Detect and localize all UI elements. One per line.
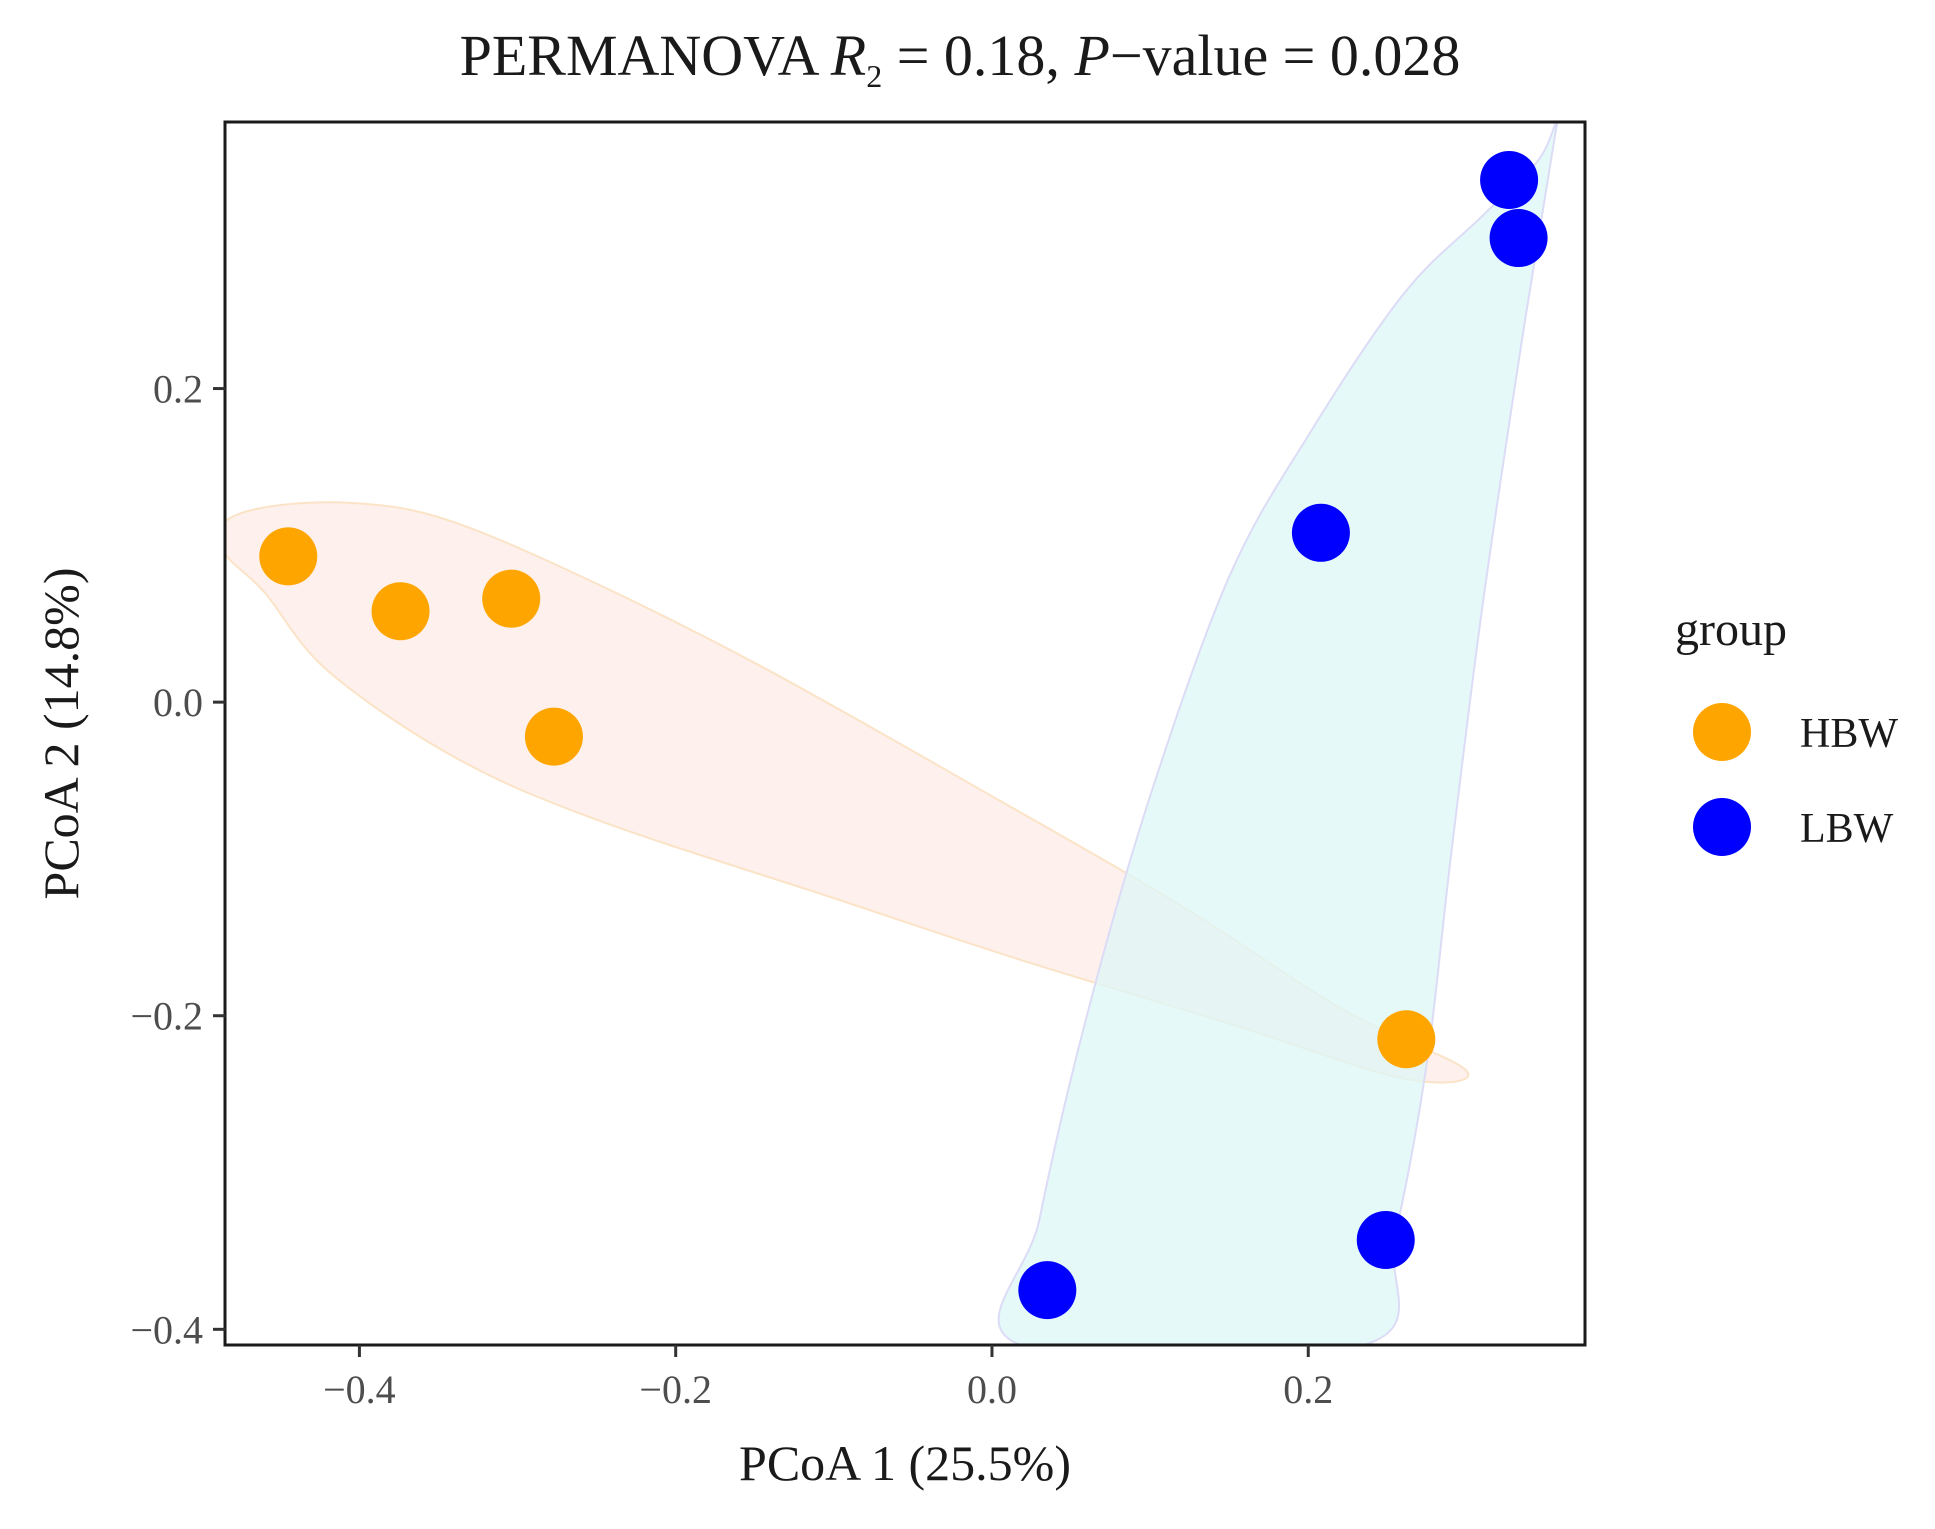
x-tick-label: 0.2 <box>1283 1367 1333 1412</box>
point-lbw-1 <box>1480 151 1539 210</box>
x-axis: −0.4 −0.2 0.0 0.2 <box>323 1345 1333 1412</box>
title-prefix: PERMANOVA <box>460 23 831 88</box>
y-tick-label: 0.2 <box>153 367 203 412</box>
x-tick-label: −0.4 <box>323 1367 396 1412</box>
point-lbw-2 <box>1489 209 1548 268</box>
title-r-subscript: 2 <box>866 58 882 94</box>
y-axis-title: PCoA 2 (14.8%) <box>33 568 89 900</box>
legend-title: group <box>1675 603 1787 656</box>
x-axis-title: PCoA 1 (25.5%) <box>739 1435 1071 1491</box>
title-r-value: = 0.18, <box>882 23 1074 88</box>
x-tick-label: 0.0 <box>967 1367 1017 1412</box>
point-hbw-1 <box>259 527 318 586</box>
y-tick-label: −0.2 <box>130 994 203 1039</box>
y-tick-label: 0.0 <box>153 680 203 725</box>
points-layer <box>259 151 1548 1320</box>
title-p-symbol: P <box>1073 23 1109 88</box>
point-lbw-5 <box>1018 1261 1077 1320</box>
legend-label-hbw: HBW <box>1800 711 1898 757</box>
ellipse-lbw <box>997 122 1559 1345</box>
legend-key-hbw <box>1693 703 1751 761</box>
chart-title: PERMANOVA R2 = 0.18, P−value = 0.028 <box>460 23 1461 94</box>
y-tick-label: −0.4 <box>130 1307 203 1352</box>
plot-panel-border <box>223 120 1587 1347</box>
point-hbw-2 <box>371 582 430 641</box>
legend-label-lbw: LBW <box>1800 806 1894 852</box>
title-p-value: −value = 0.028 <box>1110 23 1461 88</box>
point-hbw-5 <box>1377 1010 1436 1069</box>
x-tick-label: −0.2 <box>639 1367 712 1412</box>
ellipse-layer <box>225 122 1559 1345</box>
point-hbw-3 <box>482 569 541 628</box>
point-hbw-4 <box>524 707 583 766</box>
legend-key-lbw <box>1693 798 1751 856</box>
legend: group HBW LBW <box>1675 603 1898 856</box>
point-lbw-3 <box>1291 503 1350 562</box>
title-r-symbol: R <box>830 23 866 88</box>
y-axis: −0.4 −0.2 0.0 0.2 <box>130 367 225 1352</box>
point-lbw-4 <box>1356 1210 1415 1269</box>
